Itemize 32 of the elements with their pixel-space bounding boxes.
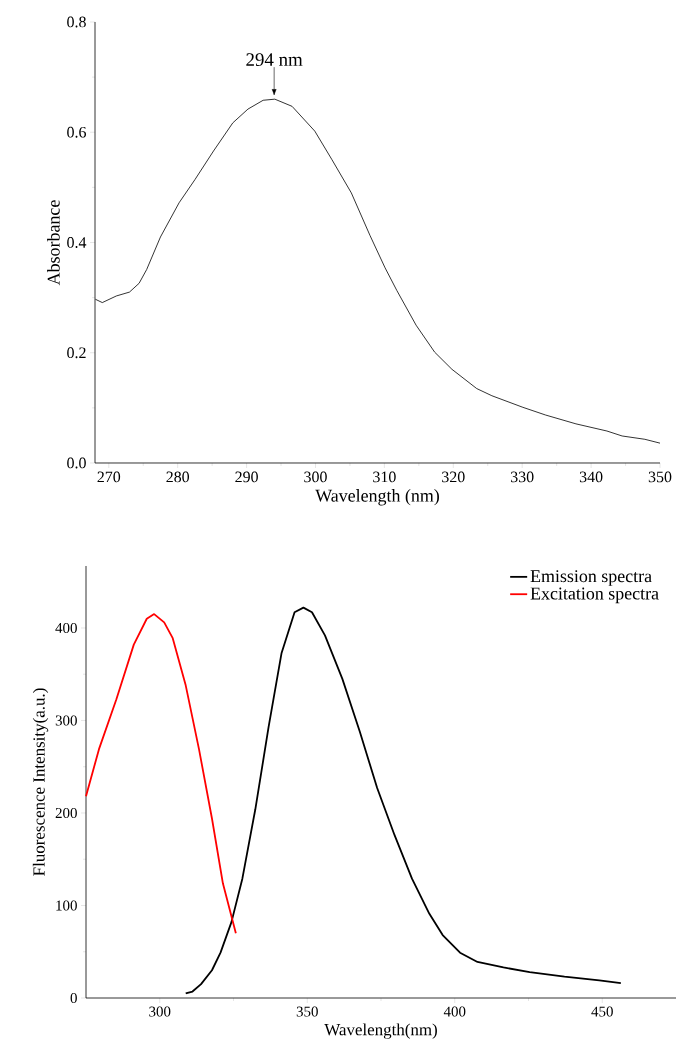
x-tick-label: 350 bbox=[296, 1006, 318, 1017]
y-tick-label: 0.4 bbox=[67, 237, 87, 248]
x-tick-label: 400 bbox=[443, 1006, 466, 1017]
y-tick-label: 300 bbox=[55, 715, 77, 726]
annotation: 294 nm bbox=[246, 53, 303, 66]
x-axis-title: Wavelength (nm) bbox=[315, 489, 439, 506]
line-series bbox=[184, 606, 622, 995]
y-tick-label: 0.8 bbox=[67, 16, 86, 28]
y-tick-label: 100 bbox=[56, 900, 77, 911]
y-tick-label: 0.0 bbox=[67, 457, 86, 469]
x-tick-label: 320 bbox=[442, 471, 465, 483]
x-tick-label: 310 bbox=[373, 471, 396, 483]
y-tick-label: 0.2 bbox=[67, 347, 86, 359]
y-tick-label: 200 bbox=[55, 807, 77, 819]
x-tick-label: 300 bbox=[149, 1006, 171, 1017]
y-tick-label: 0 bbox=[70, 992, 77, 1004]
y-axis-title: Fluorescence Intensity(a.u.) bbox=[32, 688, 49, 876]
y-axis-title: Absorbance bbox=[47, 200, 60, 286]
x-tick-label: 350 bbox=[648, 471, 672, 483]
legend-label: Excitation spectra bbox=[530, 587, 659, 604]
x-tick-label: 300 bbox=[304, 471, 327, 483]
x-tick-label: 450 bbox=[591, 1006, 613, 1017]
x-tick-label: 290 bbox=[235, 471, 258, 483]
x-tick-label: 330 bbox=[511, 471, 534, 483]
legend-label: Emission spectra bbox=[530, 570, 652, 586]
y-tick-label: 400 bbox=[55, 622, 77, 634]
y-tick-label: 0.6 bbox=[67, 126, 87, 138]
line-series bbox=[85, 613, 237, 935]
x-axis-title: Wavelength(nm) bbox=[324, 1023, 437, 1039]
x-tick-label: 280 bbox=[166, 471, 190, 483]
x-tick-label: 270 bbox=[97, 471, 121, 483]
x-tick-label: 340 bbox=[579, 471, 603, 483]
